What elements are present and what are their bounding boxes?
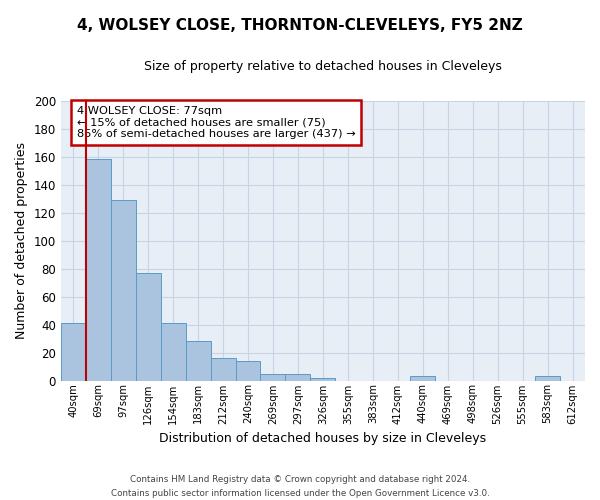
Bar	[86, 160, 111, 380]
Bar	[310, 378, 335, 380]
Bar	[61, 323, 86, 380]
Bar	[185, 342, 211, 380]
Bar	[535, 376, 560, 380]
Bar	[161, 323, 185, 380]
Bar	[236, 361, 260, 380]
X-axis label: Distribution of detached houses by size in Cleveleys: Distribution of detached houses by size …	[160, 432, 487, 445]
Bar	[286, 374, 310, 380]
Y-axis label: Number of detached properties: Number of detached properties	[15, 142, 28, 339]
Text: 4 WOLSEY CLOSE: 77sqm
← 15% of detached houses are smaller (75)
85% of semi-deta: 4 WOLSEY CLOSE: 77sqm ← 15% of detached …	[77, 106, 355, 140]
Bar	[111, 200, 136, 380]
Bar	[260, 374, 286, 380]
Bar	[211, 358, 236, 380]
Text: Contains HM Land Registry data © Crown copyright and database right 2024.
Contai: Contains HM Land Registry data © Crown c…	[110, 476, 490, 498]
Text: 4, WOLSEY CLOSE, THORNTON-CLEVELEYS, FY5 2NZ: 4, WOLSEY CLOSE, THORNTON-CLEVELEYS, FY5…	[77, 18, 523, 32]
Title: Size of property relative to detached houses in Cleveleys: Size of property relative to detached ho…	[144, 60, 502, 73]
Bar	[410, 376, 435, 380]
Bar	[136, 272, 161, 380]
